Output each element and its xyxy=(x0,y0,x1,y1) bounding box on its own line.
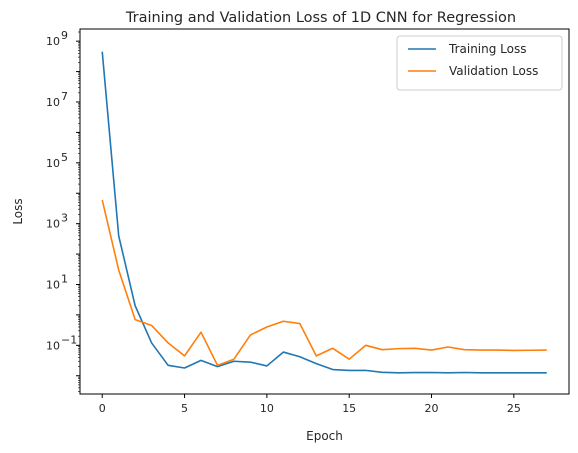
y-tick-label-exponent: 1 xyxy=(61,273,68,286)
y-tick-label: 10 xyxy=(46,35,60,48)
legend-box xyxy=(396,35,563,91)
y-tick-label: 10 xyxy=(46,157,60,170)
x-tick-label: 25 xyxy=(507,402,521,415)
x-tick-label: 20 xyxy=(425,402,439,415)
y-tick-label-exponent: −1 xyxy=(61,333,77,346)
x-tick-label: 5 xyxy=(181,402,188,415)
series-line-training xyxy=(101,51,547,374)
y-tick-label: 10 xyxy=(46,339,60,352)
y-tick-label-exponent: 9 xyxy=(61,29,68,42)
y-tick-label-exponent: 5 xyxy=(61,151,68,164)
axes-frame xyxy=(79,28,570,395)
legend: Training Loss Validation Loss xyxy=(396,35,563,91)
y-tick-label: 10 xyxy=(46,279,60,292)
x-tick-label: 15 xyxy=(342,402,356,415)
y-tick-label: 10 xyxy=(46,218,60,231)
chart-title: Training and Validation Loss of 1D CNN f… xyxy=(125,10,516,26)
y-tick-label-exponent: 3 xyxy=(61,212,68,225)
y-axis-label: Loss xyxy=(11,198,25,224)
legend-label-validation: Validation Loss xyxy=(449,64,538,78)
series-line-validation xyxy=(101,199,547,367)
y-tick-label-exponent: 7 xyxy=(61,90,68,103)
plot-area xyxy=(101,51,547,374)
y-tick-label: 10 xyxy=(46,96,60,109)
x-axis-label: Epoch xyxy=(306,429,343,443)
legend-label-training: Training Loss xyxy=(448,42,526,56)
x-tick-label: 10 xyxy=(260,402,274,415)
x-tick-label: 0 xyxy=(99,402,106,415)
